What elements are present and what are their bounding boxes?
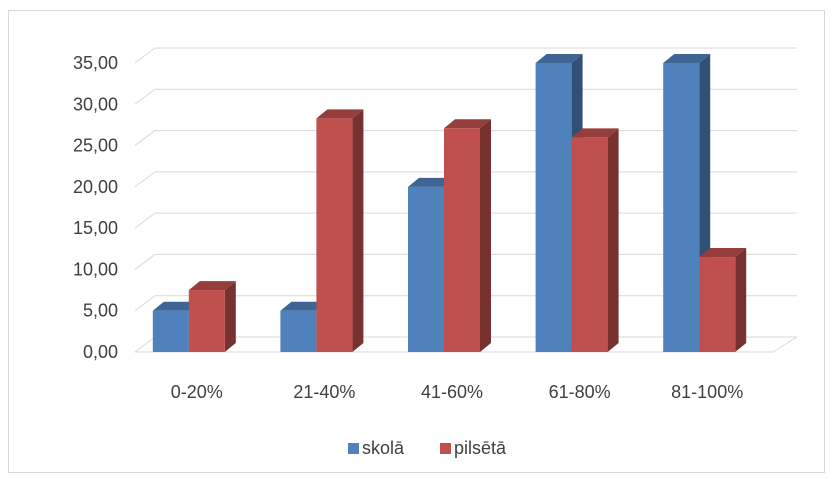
bar-front — [316, 118, 353, 352]
bar-pilsētā-61-80% — [571, 128, 619, 352]
gridline-depth — [134, 130, 156, 146]
bar-top — [152, 301, 200, 311]
x-axis-ticks: 0-20% 21-40% 41-60% 61-80% 81-100% — [171, 382, 743, 402]
bar-side — [352, 109, 364, 352]
bar-top — [408, 177, 455, 187]
bar-top — [316, 109, 364, 119]
legend-label-pilseta: pilsētā — [454, 438, 507, 458]
legend-swatch-pilseta — [440, 443, 451, 454]
bar-pilsētā-81-100% — [699, 248, 747, 352]
gridline-depth — [134, 88, 156, 105]
gridline-depth — [134, 47, 156, 64]
x-tick-label: 21-40% — [293, 382, 355, 402]
y-tick-label: 15,00 — [73, 218, 118, 238]
bar-top — [444, 119, 491, 129]
legend: skolā pilsētā — [348, 438, 507, 458]
y-tick-label: 10,00 — [73, 259, 118, 279]
gridline-depth — [134, 212, 156, 229]
x-tick-label: 0-20% — [171, 382, 223, 402]
bar-side — [480, 119, 491, 352]
bar-front — [280, 310, 317, 352]
bar-front — [663, 63, 700, 352]
y-tick-label: 35,00 — [73, 53, 118, 73]
gridline-depth — [134, 336, 156, 353]
x-tick-label: 61-80% — [549, 382, 611, 402]
bar-side — [607, 128, 619, 352]
y-tick-label: 25,00 — [73, 136, 118, 156]
bar-side — [224, 281, 236, 352]
floor-edge-depth — [772, 336, 798, 353]
bar-front — [188, 290, 225, 352]
bar-front — [699, 257, 736, 352]
bar-front — [444, 128, 480, 352]
y-tick-label: 5,00 — [83, 301, 118, 321]
bar-top — [280, 301, 328, 311]
bar-front — [571, 137, 608, 352]
y-axis-ticks: 0,00 5,00 10,00 15,00 20,00 25,00 30,00 35,00 — [73, 53, 118, 362]
bar-top — [571, 128, 619, 138]
y-tick-label: 30,00 — [73, 94, 118, 114]
x-tick-label: 81-100% — [671, 382, 743, 402]
bar-pilsētā-21-40% — [316, 109, 364, 352]
bar-front — [535, 63, 572, 352]
x-tick-label: 41-60% — [421, 382, 483, 402]
bar-top — [535, 54, 583, 63]
bars — [152, 54, 747, 352]
bar-top — [699, 248, 747, 258]
bar-pilsētā-41-60% — [444, 119, 491, 352]
bar-top — [663, 54, 711, 63]
legend-label-skola: skolā — [362, 438, 405, 458]
gridline-depth — [134, 254, 156, 270]
y-tick-label: 0,00 — [83, 342, 118, 362]
bar-front — [152, 310, 189, 352]
y-tick-label: 20,00 — [73, 177, 118, 197]
bar-front — [408, 186, 444, 352]
legend-swatch-skola — [348, 443, 359, 454]
bar-top — [188, 281, 236, 291]
bar-pilsētā-0-20% — [188, 281, 236, 352]
gridline-depth — [134, 295, 156, 312]
gridline-depth — [134, 171, 156, 188]
bar-side — [735, 248, 747, 352]
